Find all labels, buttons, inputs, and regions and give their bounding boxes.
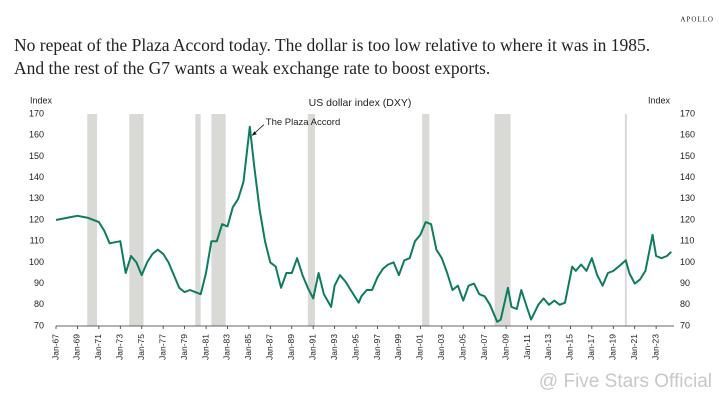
x-tick-label: Jan-09: [500, 334, 510, 360]
y-tick-label: 150: [29, 151, 44, 161]
y2-tick-label: 150: [680, 151, 695, 161]
y-tick-label: 100: [29, 257, 44, 267]
x-tick-label: Jan-85: [243, 334, 253, 360]
x-tick-label: Jan-77: [157, 334, 167, 360]
x-tick-label: Jan-91: [307, 334, 317, 360]
x-tick-label: Jan-97: [372, 334, 382, 360]
recession-band: [494, 114, 511, 326]
recession-band: [307, 114, 315, 326]
x-tick-label: Jan-95: [350, 334, 360, 360]
y-tick-label: 120: [29, 214, 44, 224]
recession-band: [422, 114, 430, 326]
y2-tick-label: 110: [680, 236, 694, 246]
x-tick-label: Jan-13: [543, 334, 553, 360]
x-tick-label: Jan-03: [436, 334, 446, 360]
y2-tick-label: 120: [680, 214, 695, 224]
x-tick-label: Jan-69: [72, 334, 82, 360]
headline: No repeat of the Plaza Accord today. The…: [14, 35, 650, 55]
x-tick-label: Jan-99: [393, 334, 403, 360]
y2-tick-label: 130: [680, 193, 695, 203]
y-tick-label: 160: [29, 130, 44, 140]
x-tick-label: Jan-87: [265, 334, 275, 360]
x-tick-label: Jan-07: [479, 334, 489, 360]
x-tick-label: Jan-01: [415, 334, 425, 360]
x-tick-label: Jan-89: [286, 334, 296, 360]
x-tick-label: Jan-73: [115, 334, 125, 360]
recession-band: [129, 114, 144, 326]
y2-tick-label: 80: [680, 299, 690, 309]
x-tick-label: Jan-19: [608, 334, 618, 360]
x-tick-label: Jan-21: [629, 334, 639, 360]
y2-tick-label: 100: [680, 257, 695, 267]
y-tick-label: 140: [29, 172, 44, 182]
x-tick-label: Jan-93: [329, 334, 339, 360]
y2-tick-label: 170: [680, 108, 695, 118]
x-tick-label: Jan-79: [179, 334, 189, 360]
y-tick-label: 130: [29, 193, 44, 203]
y2-axis-label: Index: [648, 95, 671, 105]
y-tick-label: 170: [29, 108, 44, 118]
x-tick-label: Jan-75: [136, 334, 146, 360]
annotation: The Plaza Accord: [266, 117, 340, 128]
x-tick-label: Jan-05: [457, 334, 467, 360]
annotation-arrowhead: [251, 131, 257, 136]
x-tick-label: Jan-81: [200, 334, 210, 360]
chart-title: US dollar index (DXY): [309, 97, 412, 109]
y2-tick-label: 160: [680, 130, 695, 140]
y2-tick-label: 70: [680, 320, 690, 330]
line: [55, 125, 672, 323]
y2-tick-label: 140: [680, 172, 695, 182]
y-tick-label: 110: [30, 236, 44, 246]
watermark: @ Five Stars Official: [539, 371, 712, 392]
y-axis-label: Index: [30, 95, 53, 105]
y2-tick-label: 90: [680, 278, 690, 288]
recession-band: [195, 114, 201, 326]
headline: And the rest of the G7 wants a weak exch…: [14, 58, 490, 78]
recession-band: [211, 114, 226, 326]
recession-band: [624, 114, 627, 326]
x-tick-label: Jan-11: [522, 334, 532, 360]
y-tick-label: 80: [34, 299, 44, 309]
x-tick-label: Jan-23: [650, 334, 660, 360]
x-tick-label: Jan-15: [565, 334, 575, 360]
x-tick-label: Jan-83: [222, 334, 232, 360]
brand: APOLLO: [680, 16, 714, 24]
x-tick-label: Jan-17: [586, 334, 596, 360]
y-tick-label: 70: [34, 320, 44, 330]
y-tick-label: 90: [34, 278, 44, 288]
x-tick-label: Jan-71: [93, 334, 103, 360]
x-tick-label: Jan-67: [50, 334, 60, 360]
